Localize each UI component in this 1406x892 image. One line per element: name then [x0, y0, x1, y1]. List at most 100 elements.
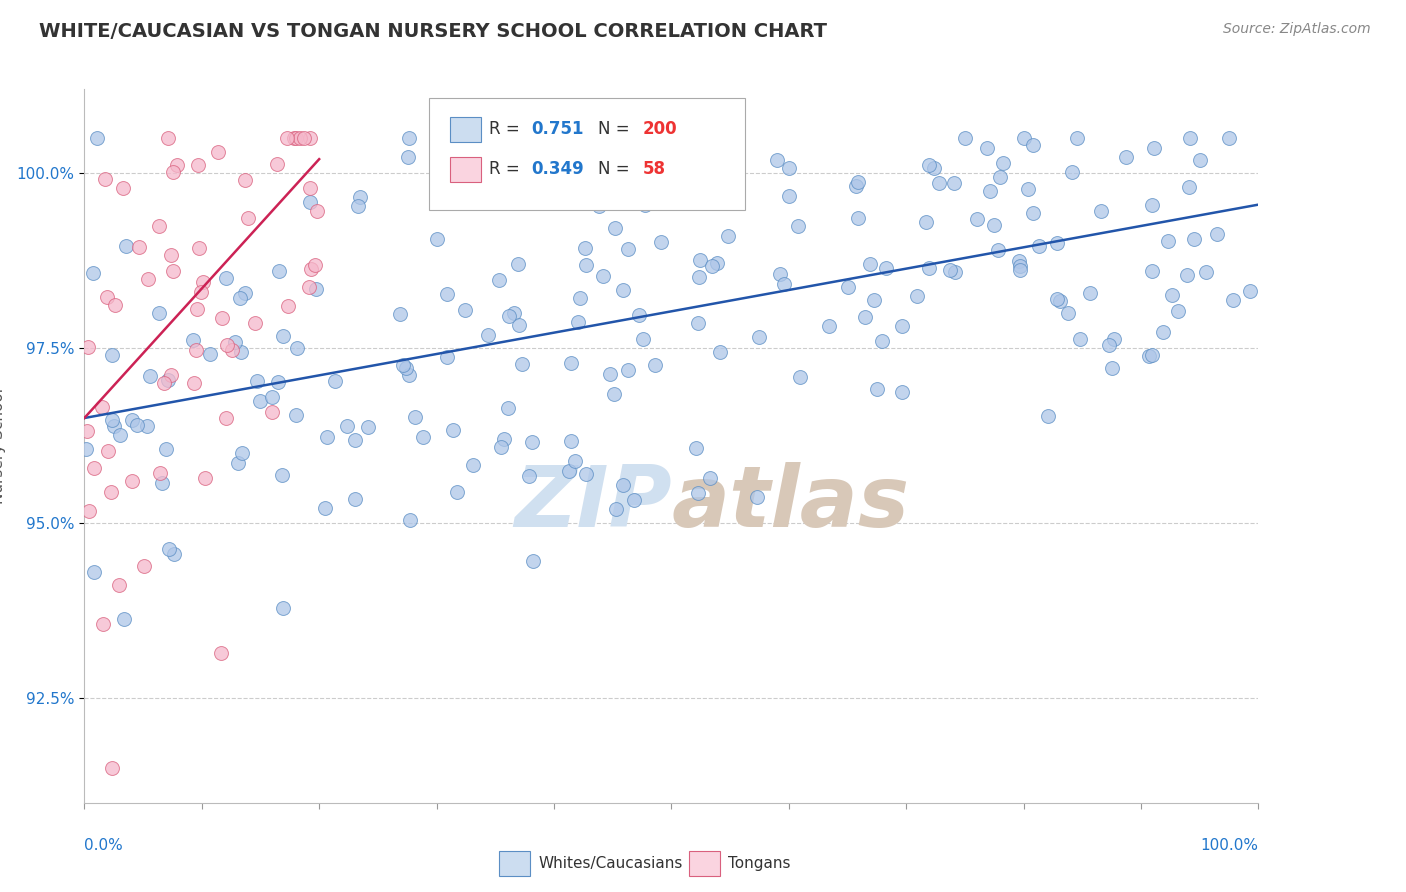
- Point: [575, 258, 598, 272]
- Point: [152, 376, 174, 391]
- Point: [395, 361, 418, 376]
- Point: [166, 158, 188, 172]
- Point: [1177, 180, 1199, 194]
- Point: [209, 646, 232, 660]
- Point: [262, 390, 284, 404]
- Point: [121, 413, 143, 427]
- Point: [285, 341, 308, 355]
- Point: [1049, 293, 1071, 308]
- Point: [388, 307, 411, 321]
- Point: [1178, 131, 1201, 145]
- Point: [634, 197, 657, 211]
- Point: [224, 334, 246, 349]
- Point: [233, 286, 256, 301]
- Point: [103, 418, 125, 433]
- Point: [1206, 227, 1229, 241]
- Point: [1080, 285, 1102, 300]
- Point: [1188, 153, 1211, 168]
- Point: [157, 542, 180, 557]
- Point: [745, 490, 768, 504]
- Point: [966, 211, 988, 226]
- Point: [1140, 348, 1163, 362]
- Point: [97, 443, 120, 458]
- Point: [441, 423, 464, 437]
- Point: [662, 131, 685, 145]
- Point: [285, 131, 308, 145]
- Point: [983, 218, 1005, 232]
- Point: [564, 454, 586, 468]
- Point: [498, 309, 520, 323]
- Point: [569, 292, 592, 306]
- Point: [426, 232, 449, 246]
- Point: [1140, 264, 1163, 278]
- Point: [1066, 131, 1088, 145]
- Point: [221, 343, 243, 358]
- Point: [859, 257, 882, 271]
- Point: [343, 433, 366, 447]
- Point: [717, 228, 740, 243]
- Point: [404, 409, 426, 424]
- Point: [298, 180, 321, 194]
- Point: [837, 280, 859, 294]
- Point: [82, 267, 104, 281]
- Point: [1142, 198, 1164, 212]
- Point: [943, 176, 966, 190]
- Point: [1175, 268, 1198, 283]
- Point: [617, 363, 640, 377]
- Point: [157, 131, 180, 145]
- Point: [100, 484, 122, 499]
- Point: [276, 131, 298, 145]
- Point: [1101, 361, 1123, 376]
- Text: 0.349: 0.349: [531, 161, 585, 178]
- Point: [101, 347, 124, 361]
- Point: [689, 162, 711, 177]
- Point: [323, 375, 346, 389]
- Point: [298, 131, 321, 145]
- Point: [1142, 141, 1164, 155]
- Point: [786, 219, 808, 233]
- Point: [398, 368, 420, 383]
- Point: [162, 264, 184, 278]
- Point: [631, 332, 654, 346]
- Point: [688, 269, 710, 284]
- Point: [1090, 204, 1112, 219]
- Text: 0.0%: 0.0%: [84, 838, 124, 854]
- Point: [155, 442, 177, 456]
- Point: [160, 368, 183, 382]
- Text: 0.751: 0.751: [531, 120, 583, 138]
- Point: [186, 343, 208, 358]
- Point: [267, 263, 290, 277]
- Text: R =: R =: [489, 161, 526, 178]
- Point: [1028, 239, 1050, 253]
- Point: [866, 382, 889, 396]
- Point: [905, 289, 928, 303]
- Point: [1012, 131, 1035, 145]
- Point: [249, 393, 271, 408]
- Point: [623, 492, 645, 507]
- Point: [398, 150, 420, 164]
- Point: [266, 157, 288, 171]
- Point: [125, 418, 148, 433]
- Point: [522, 554, 544, 568]
- Point: [136, 272, 159, 286]
- Point: [588, 199, 610, 213]
- Point: [346, 199, 368, 213]
- Point: [492, 433, 515, 447]
- Point: [314, 501, 336, 516]
- Point: [778, 161, 800, 175]
- Point: [1115, 150, 1137, 164]
- Point: [508, 318, 530, 332]
- Point: [603, 387, 626, 401]
- Point: [1008, 259, 1031, 273]
- Point: [392, 359, 415, 373]
- Point: [305, 282, 328, 296]
- Point: [938, 263, 960, 277]
- Point: [567, 315, 589, 329]
- Point: [150, 476, 173, 491]
- Point: [238, 211, 260, 225]
- Point: [86, 131, 108, 145]
- Point: [183, 376, 205, 390]
- Point: [863, 293, 886, 307]
- Point: [1167, 304, 1189, 318]
- Point: [1008, 262, 1031, 277]
